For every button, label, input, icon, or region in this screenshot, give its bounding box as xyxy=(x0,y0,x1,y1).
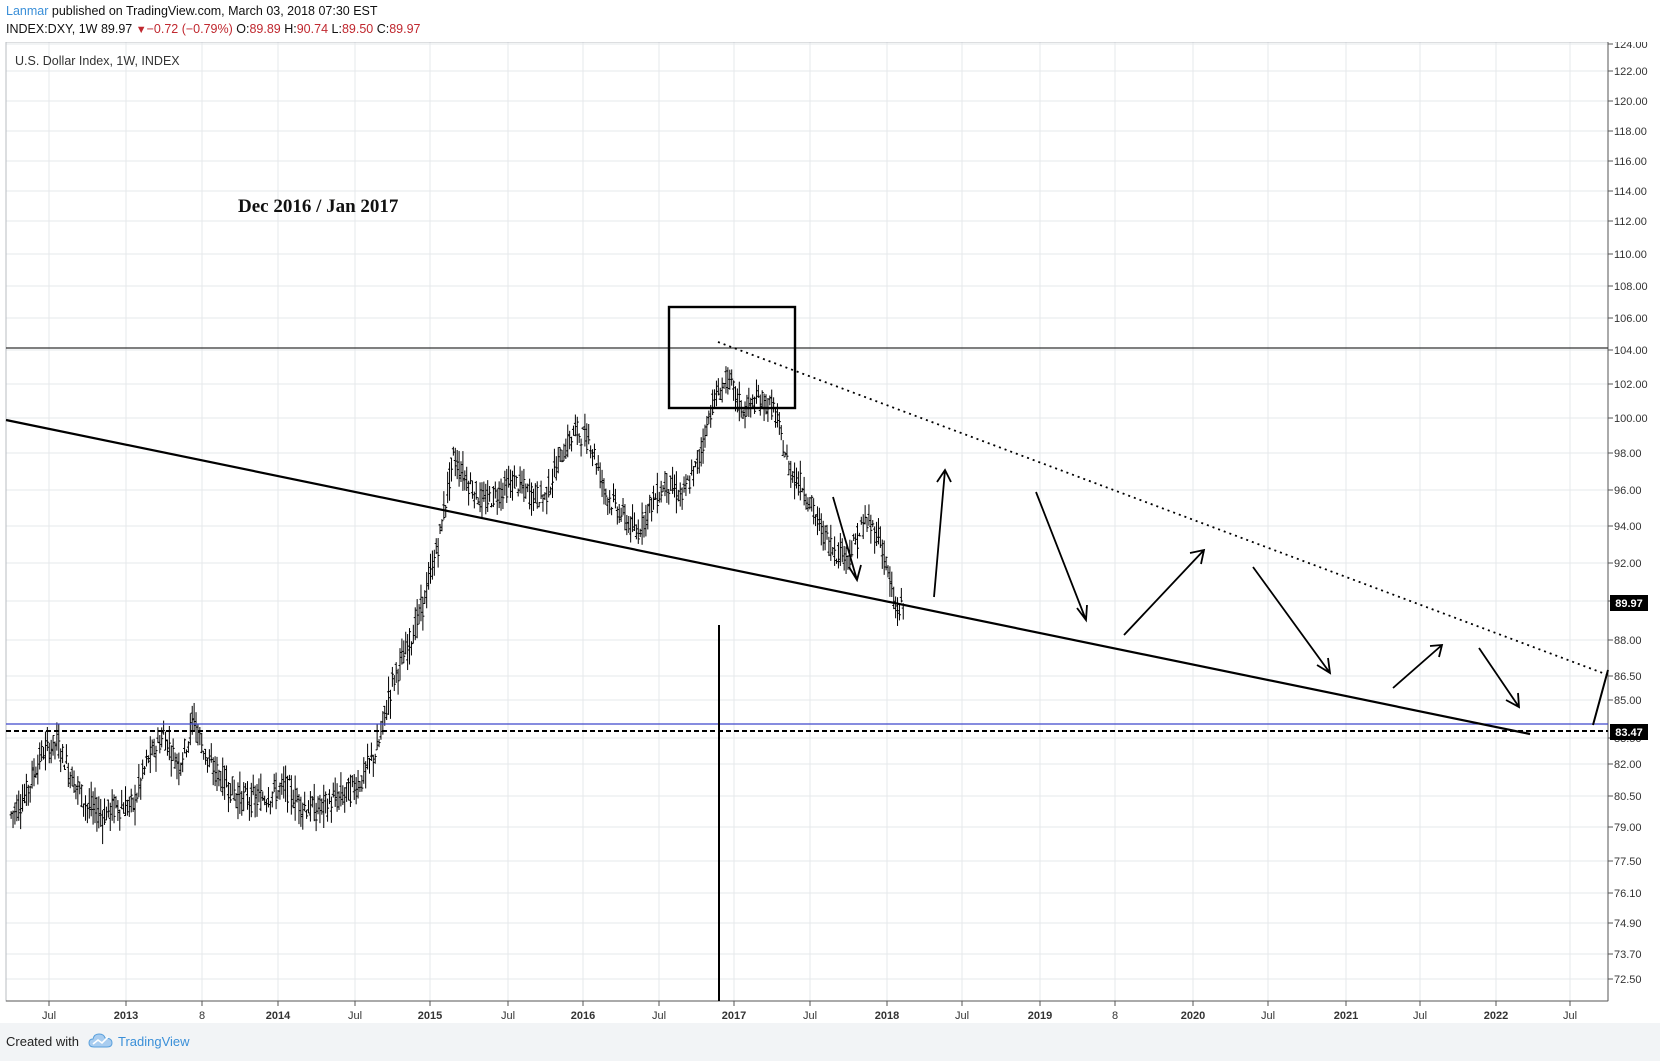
chart-background xyxy=(0,42,1660,1023)
y-tick-label: 116.00 xyxy=(1614,156,1647,168)
created-with-label: Created with xyxy=(6,1034,79,1049)
y-tick-label: 85.00 xyxy=(1614,695,1642,707)
x-tick-label: 2016 xyxy=(571,1010,595,1022)
x-tick-label: 2017 xyxy=(722,1010,746,1022)
tradingview-cloud-icon[interactable] xyxy=(88,1032,114,1050)
x-tick-label: 2022 xyxy=(1484,1010,1508,1022)
grid-lines xyxy=(6,42,1608,1001)
price-badge-last: 89.97 xyxy=(1610,595,1648,611)
price-chart[interactable]: U.S. Dollar Index, 1W, INDEX Dec 2016 / … xyxy=(0,42,1660,1023)
y-tick-label: 124.00 xyxy=(1614,42,1648,51)
y-tick-label: 79.00 xyxy=(1614,822,1642,834)
user-drawings xyxy=(5,305,1609,1001)
y-tick-label: 112.00 xyxy=(1614,216,1647,228)
x-tick-label: Jul xyxy=(1563,1010,1577,1022)
arrow-down-1 xyxy=(832,496,862,583)
y-tick-label: 122.00 xyxy=(1614,66,1648,78)
x-tick-label: 2021 xyxy=(1334,1010,1358,1022)
y-tick-label: 94.00 xyxy=(1614,521,1642,533)
badge-last-text: 89.97 xyxy=(1615,598,1643,610)
x-tick-label: 8 xyxy=(1112,1010,1118,1022)
high-label: H: xyxy=(284,22,297,36)
x-tick-label: 8 xyxy=(199,1010,205,1022)
y-tick-label: 98.00 xyxy=(1614,448,1642,460)
arrow-up-2 xyxy=(1123,548,1206,636)
y-tick-label: 100.00 xyxy=(1614,413,1648,425)
x-tick-label: Jul xyxy=(803,1010,817,1022)
down-triangle-icon: ▼ xyxy=(135,24,147,36)
y-tick-label: 120.00 xyxy=(1614,96,1648,108)
chart-header: Lanmar published on TradingView.com, Mar… xyxy=(0,0,1660,42)
y-tick-label: 86.50 xyxy=(1614,671,1642,683)
y-axis-labels: 124.00 122.00 120.00 118.00 116.00 114.00 112.… xyxy=(1608,42,1648,986)
badge-level-text: 83.47 xyxy=(1615,727,1643,739)
high-value: 90.74 xyxy=(296,22,329,36)
x-tick-label: 2020 xyxy=(1181,1010,1205,1022)
ohlc-legend: INDEX:DXY, 1W 89.97 ▼−0.72 (−0.79%) O:89… xyxy=(6,22,420,36)
published-text: published on TradingView.com, March 03, … xyxy=(48,4,378,18)
x-tick-label: Jul xyxy=(348,1010,362,1022)
y-tick-label: 104.00 xyxy=(1614,345,1648,357)
y-tick-label: 80.50 xyxy=(1614,791,1642,803)
symbol-label: INDEX:DXY, 1W xyxy=(6,22,98,36)
x-tick-label: Jul xyxy=(955,1010,969,1022)
dotted-trendline xyxy=(717,341,1609,676)
y-tick-label: 102.00 xyxy=(1614,379,1648,391)
x-tick-label: Jul xyxy=(1261,1010,1275,1022)
y-tick-label: 88.00 xyxy=(1614,635,1642,647)
close-value: 89.97 xyxy=(389,22,421,36)
y-tick-label: 74.90 xyxy=(1614,918,1642,930)
publish-info: Lanmar published on TradingView.com, Mar… xyxy=(6,4,378,18)
y-tick-label: 110.00 xyxy=(1614,249,1647,261)
footer: Created with TradingView xyxy=(0,1023,1660,1061)
tradingview-link[interactable]: TradingView xyxy=(118,1034,190,1049)
y-tick-label: 118.00 xyxy=(1614,126,1647,138)
chart-title: U.S. Dollar Index, 1W, INDEX xyxy=(15,54,180,68)
projection-arrows xyxy=(832,468,1521,709)
x-tick-label: Jul xyxy=(1413,1010,1427,1022)
highlight-box xyxy=(667,305,797,410)
x-tick-label: 2019 xyxy=(1028,1010,1052,1022)
x-tick-label: 2015 xyxy=(418,1010,442,1022)
arrow-up-1 xyxy=(933,468,952,598)
y-tick-label: 108.00 xyxy=(1614,281,1648,293)
open-value: 89.89 xyxy=(249,22,281,36)
edge-stroke xyxy=(1592,669,1609,726)
open-label: O: xyxy=(236,22,250,36)
low-value: 89.50 xyxy=(341,22,374,36)
annotation-text: Dec 2016 / Jan 2017 xyxy=(238,196,399,217)
close-label: C: xyxy=(376,22,390,36)
x-tick-label: 2014 xyxy=(266,1010,291,1022)
x-tick-label: 2013 xyxy=(114,1010,138,1022)
y-tick-label: 73.70 xyxy=(1614,949,1642,961)
arrow-down-3 xyxy=(1252,566,1332,675)
y-tick-label: 82.00 xyxy=(1614,759,1642,771)
x-tick-label: 2018 xyxy=(875,1010,899,1022)
x-tick-label: Jul xyxy=(501,1010,515,1022)
arrow-down-2 xyxy=(1035,491,1088,623)
price-badge-level: 83.47 xyxy=(1610,724,1648,740)
y-tick-label: 72.50 xyxy=(1614,974,1642,986)
long-trendline xyxy=(5,418,1531,736)
y-tick-label: 76.10 xyxy=(1614,888,1642,900)
price-change: −0.72 (−0.79%) xyxy=(146,22,233,36)
author-link[interactable]: Lanmar xyxy=(6,4,49,18)
last-price: 89.97 xyxy=(100,22,133,36)
x-tick-label: Jul xyxy=(652,1010,666,1022)
y-tick-label: 106.00 xyxy=(1614,313,1648,325)
y-tick-label: 114.00 xyxy=(1614,186,1647,198)
x-axis-labels: Jul 2013 8 2014 Jul 2015 Jul 2016 Jul 2017 Jul 2018… xyxy=(42,1001,1577,1022)
low-label: L: xyxy=(331,22,342,36)
arrow-up-3 xyxy=(1392,643,1444,689)
y-tick-label: 77.50 xyxy=(1614,856,1642,868)
arrow-down-4 xyxy=(1478,647,1521,709)
y-tick-label: 96.00 xyxy=(1614,485,1642,497)
x-tick-label: Jul xyxy=(42,1010,56,1022)
y-tick-label: 92.00 xyxy=(1614,558,1642,570)
